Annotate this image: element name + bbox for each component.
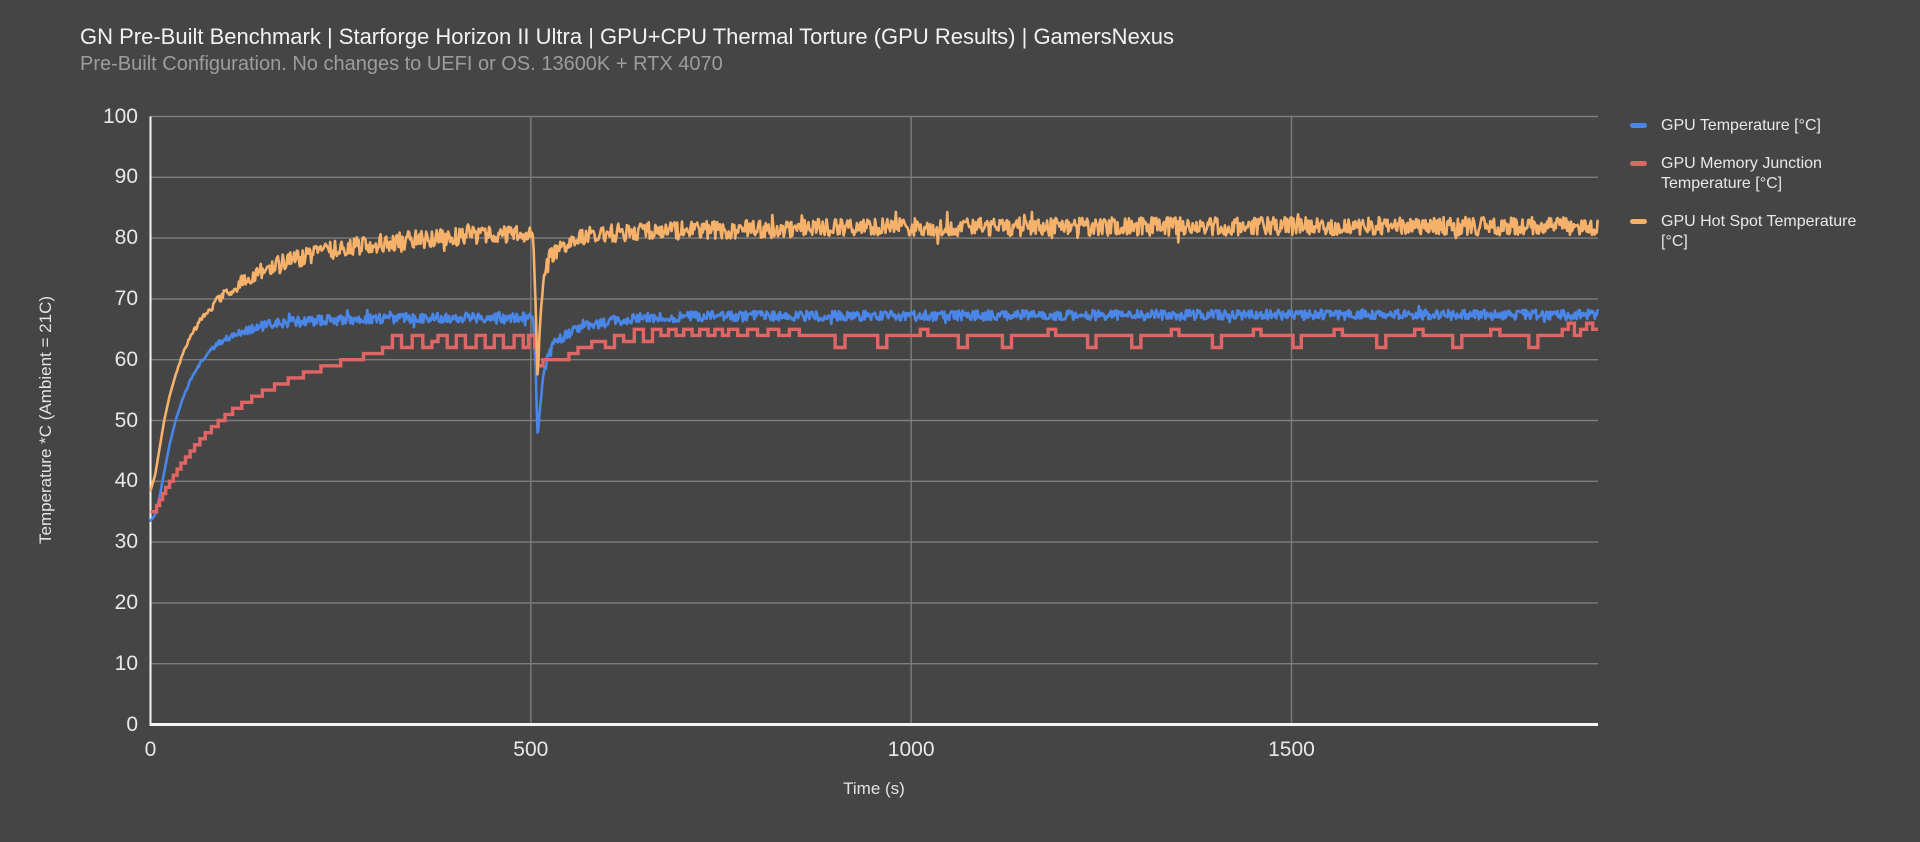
y-tick-label: 70 xyxy=(114,286,138,310)
legend-item-gpu-memory-junction-temperature: GPU Memory Junction Temperature [°C] xyxy=(1630,154,1866,194)
y-axis-title: Temperature *C (Ambient = 21C) xyxy=(36,295,55,545)
legend-label: GPU Temperature [°C] xyxy=(1661,117,1821,134)
chart-subtitle: Pre-Built Configuration. No changes to U… xyxy=(80,53,723,75)
y-tick-label: 50 xyxy=(114,408,138,432)
y-tick-label: 40 xyxy=(114,469,138,493)
y-tick-label: 90 xyxy=(114,165,138,189)
legend-label: GPU Memory Junction Temperature [°C] xyxy=(1661,155,1822,192)
legend-swatch xyxy=(1630,161,1647,166)
x-axis-title: Time (s) xyxy=(843,779,905,798)
legend-swatch xyxy=(1630,123,1647,128)
y-tick-label: 10 xyxy=(114,651,138,675)
y-tick-label: 80 xyxy=(114,226,138,250)
legend-swatch xyxy=(1630,219,1647,224)
gpu-temperature-line xyxy=(149,304,1599,523)
legend-item-gpu-temperature: GPU Temperature [°C] xyxy=(1630,116,1866,136)
gpu-memory-junction-temperature-line xyxy=(150,321,1598,514)
y-tick-label: 0 xyxy=(126,712,138,736)
x-tick-label: 1500 xyxy=(1268,738,1315,761)
x-tick-label: 500 xyxy=(513,738,549,761)
y-tick-label: 30 xyxy=(114,530,138,554)
legend: GPU Temperature [°C] GPU Memory Junction … xyxy=(1630,116,1866,252)
x-tick-label: 0 xyxy=(144,738,157,761)
legend-item-gpu-hot-spot-temperature: GPU Hot Spot Temperature [°C] xyxy=(1630,212,1866,252)
gpu-hot-spot-temperature-line xyxy=(149,210,1599,492)
y-tick-label: 100 xyxy=(102,104,138,128)
y-tick-label: 60 xyxy=(114,347,138,371)
x-tick-label: 1000 xyxy=(887,738,935,761)
y-tick-label: 20 xyxy=(114,590,138,614)
chart-title: GN Pre-Built Benchmark | Starforge Horiz… xyxy=(80,24,1175,49)
legend-label: GPU Hot Spot Temperature [°C] xyxy=(1661,213,1857,250)
